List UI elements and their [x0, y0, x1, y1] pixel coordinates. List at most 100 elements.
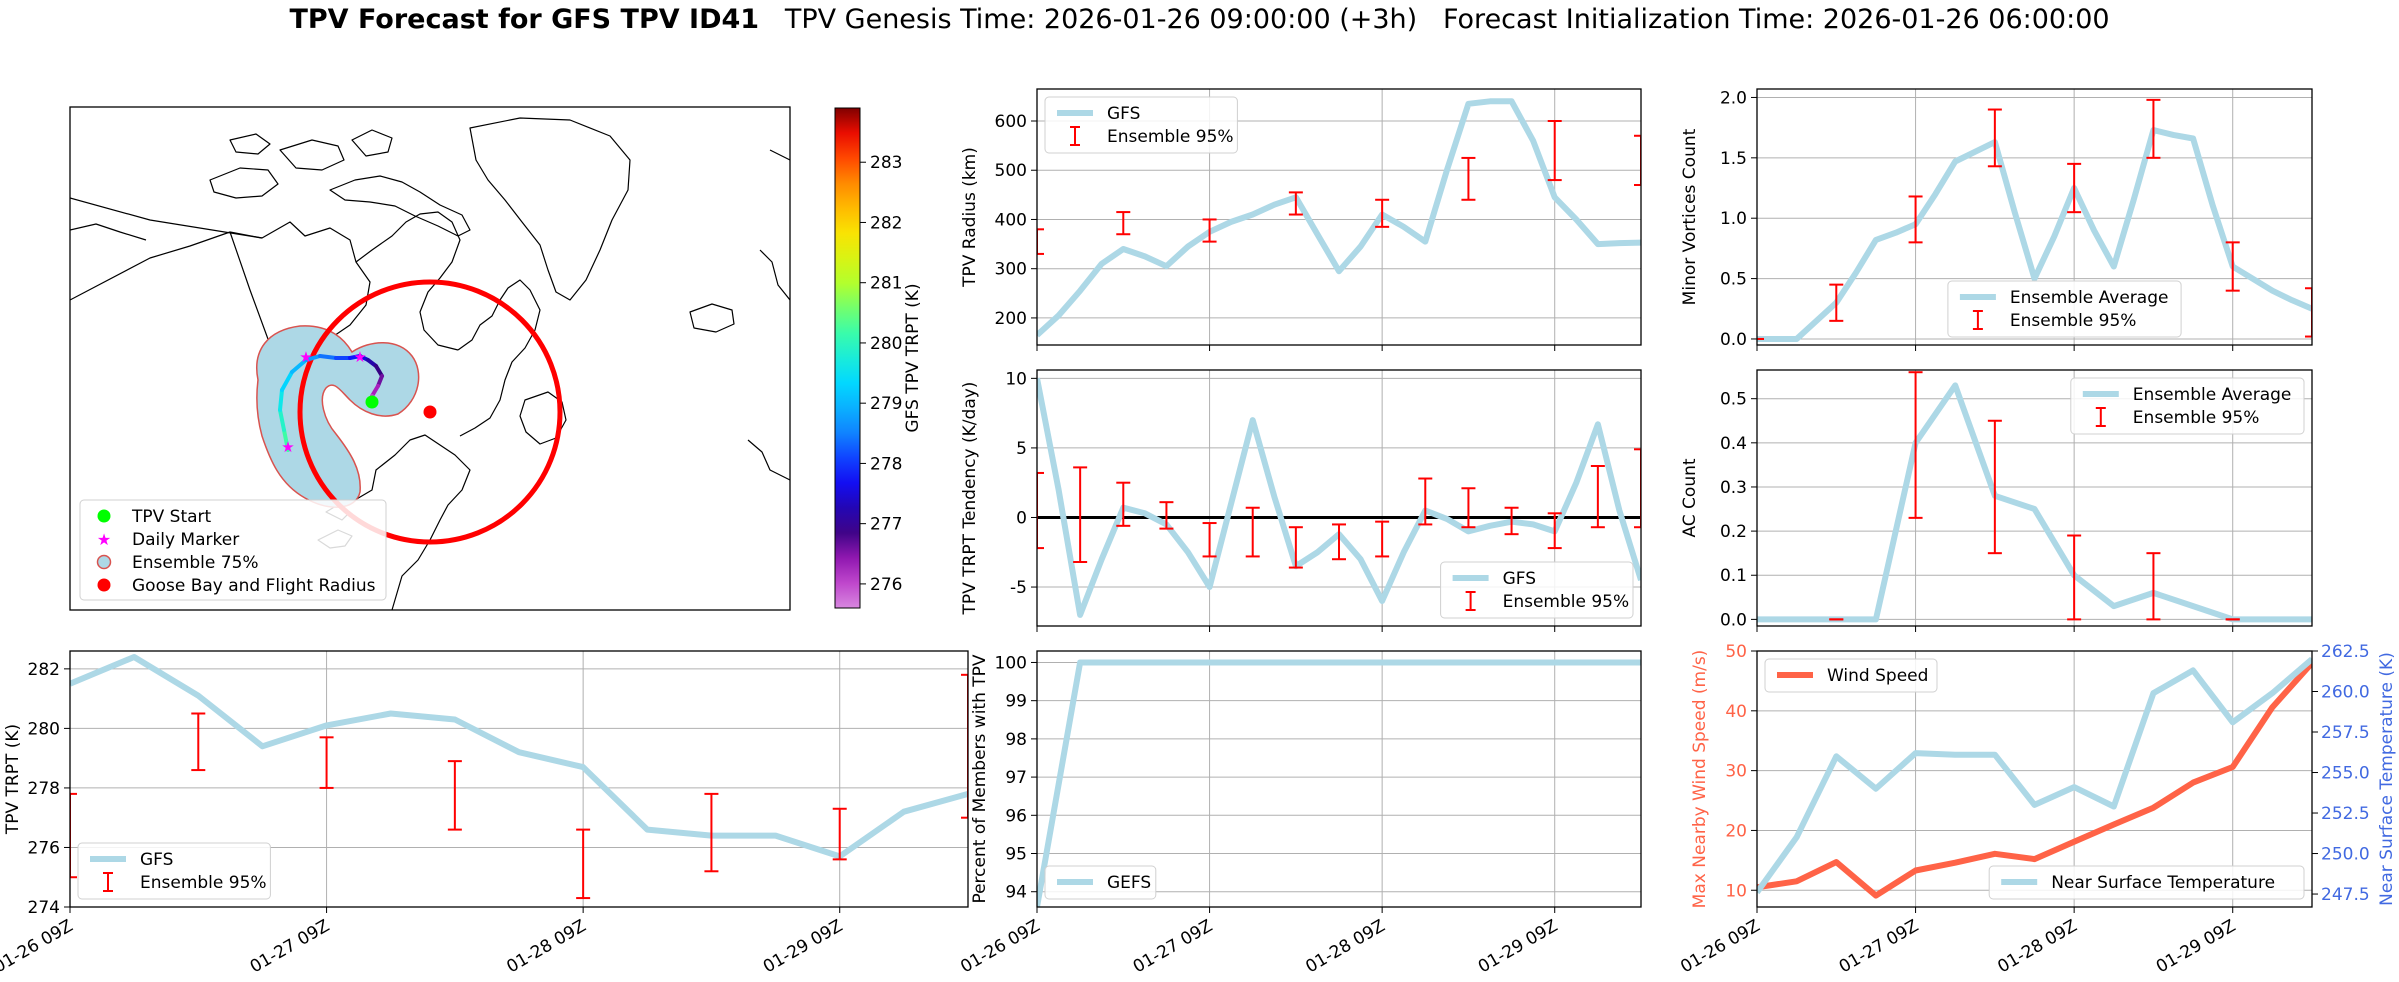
y-tick-label: 600: [995, 112, 1027, 132]
y-tick-label: 0.1: [1720, 566, 1747, 586]
coastline: [279, 139, 345, 171]
coastline: [329, 175, 471, 237]
legend-label: GEFS: [1107, 873, 1151, 893]
legend-label: TPV Start: [131, 507, 212, 527]
y-tick-label: 1.0: [1720, 209, 1747, 229]
x-tick-label: 01-28 09Z: [1994, 916, 2080, 977]
colorbar: [834, 107, 861, 609]
coastline: [355, 211, 461, 351]
y2-tick-label: 250.0: [2321, 845, 2370, 865]
y-tick-label: -5: [1010, 578, 1027, 598]
legend-label: Ensemble 95%: [1503, 592, 1630, 612]
y2-tick-label: 255.0: [2321, 764, 2370, 784]
coastline: [457, 279, 541, 437]
title-genesis: TPV Genesis Time: 2026-01-26 09:00:00 (+…: [784, 4, 1418, 35]
x-tick-label: 01-27 09Z: [1836, 916, 1922, 977]
y-tick-label: 40: [1725, 702, 1747, 722]
daily-marker: ★: [353, 348, 366, 366]
coastline: [769, 149, 790, 161]
map-coastlines: [70, 117, 790, 610]
plot-area: [1037, 377, 1641, 618]
legend-label: Wind Speed: [1827, 666, 1928, 686]
legend-label: GFS: [1107, 104, 1140, 124]
y-tick-label: 300: [995, 260, 1027, 280]
y2-tick-label: 257.5: [2321, 723, 2370, 743]
series-line: [1037, 98, 1641, 338]
y-tick-label: 95: [1005, 845, 1027, 865]
series-line: [1037, 659, 1641, 907]
coastline: [747, 439, 790, 481]
x-tick-label: 01-26 09Z: [0, 916, 77, 977]
y-tick-label: 0.4: [1720, 434, 1747, 454]
legend-box: [1947, 280, 2182, 338]
track-segment: [280, 370, 294, 392]
legend-box: [2070, 377, 2305, 435]
legend-box: [1044, 96, 1238, 154]
y-tick-label: 50: [1725, 642, 1747, 662]
y-axis-label: TPV TRPT Tendency (K/day): [960, 382, 980, 616]
track-segment: [278, 408, 286, 432]
legend-box: [1764, 658, 1938, 693]
y-axis-label: Minor Vortices Count: [1680, 128, 1700, 305]
axes-frame: [1756, 88, 2313, 346]
y-tick-label: 280: [28, 719, 60, 739]
coastline: [351, 129, 393, 157]
colorbar-tick-label: 276: [870, 575, 902, 595]
chart-percent: 94 95 96 97 98 99 100 01-26 09Z 01-27 09Z 01-28 0…: [957, 650, 1642, 977]
axes-frame: [1036, 650, 1642, 908]
colorbar-tick-label: 278: [870, 454, 902, 474]
track-segment: [278, 388, 284, 412]
daily-marker: ★: [281, 438, 294, 456]
chart-map: ★ ★ ★ TPV Start ★ Daily Marker Ensemble 75% Goo…: [69, 106, 923, 611]
track-segment: [290, 358, 308, 374]
tpv-start-marker: [365, 395, 379, 409]
y-tick-label: 0: [1016, 508, 1027, 528]
y2-axis-label: Near Surface Temperature (K): [2377, 652, 2397, 906]
legend-label: Ensemble 95%: [1107, 127, 1234, 147]
axes-frame: [1036, 369, 1642, 627]
y2-tick-label: 260.0: [2321, 683, 2370, 703]
y-tick-label: 2.0: [1720, 88, 1747, 108]
x-tick-label: 01-29 09Z: [1475, 916, 1561, 977]
x-tick-label: 01-29 09Z: [760, 916, 846, 977]
legend-label: Goose Bay and Flight Radius: [132, 576, 376, 596]
colorbar-label: GFS TPV TRPT (K): [903, 283, 923, 432]
legend-label: Daily Marker: [132, 530, 239, 550]
y-tick-label: 96: [1005, 806, 1027, 826]
series-line: [70, 654, 968, 860]
x-tick-label: 01-27 09Z: [247, 916, 333, 977]
coastline: [759, 249, 790, 301]
legend-daily-swatch: ★: [97, 530, 111, 549]
colorbar-tick-label: 283: [870, 153, 902, 173]
axes-frame: [1036, 88, 1642, 346]
y-axis-label: TPV TRPT (K): [3, 724, 23, 835]
y-tick-label: 97: [1005, 768, 1027, 788]
legend-goose-bay-swatch: [97, 578, 111, 592]
y-tick-label: 100: [995, 653, 1027, 673]
y-tick-label: 0.2: [1720, 522, 1747, 542]
map-legend-box: [79, 499, 387, 601]
coastline: [469, 117, 631, 301]
y-tick-label: 1.5: [1720, 149, 1747, 169]
y-tick-label: 278: [28, 779, 60, 799]
chart-wind_temp: 10 20 30 40 50 247.5 250.0 252.5 255.0 257.5 260.0…: [1677, 642, 2397, 977]
plot-area: [1757, 656, 2312, 899]
x-tick-label: 01-27 09Z: [1130, 916, 1216, 977]
coastline: [229, 133, 271, 155]
legend-label: Ensemble Average: [2010, 288, 2169, 308]
y-tick-label: 400: [995, 210, 1027, 230]
chart-minor_vortices: 0.0 0.5 1.0 1.5 2.0 Minor Vortices Count Ensem…: [1680, 88, 2313, 351]
flight-radius-circle: [297, 279, 563, 545]
legend-box: [1044, 865, 1157, 900]
y-axis-label: Max Nearby Wind Speed (m/s): [1690, 650, 1710, 909]
plot-area: [1757, 371, 2312, 623]
y-tick-label: 276: [28, 838, 60, 858]
y-tick-label: 94: [1005, 883, 1027, 903]
legend-label: Near Surface Temperature: [2051, 873, 2275, 893]
title-init: Forecast Initialization Time: 2026-01-26…: [1442, 4, 2110, 35]
y-tick-label: 99: [1005, 692, 1027, 712]
y-tick-label: 20: [1725, 821, 1747, 841]
chart-radius: 200 300 400 500 600 TPV Radius (km) GFS Ensembl…: [960, 88, 1642, 351]
y-tick-label: 0.5: [1720, 270, 1747, 290]
y2-tick-label: 262.5: [2321, 642, 2370, 662]
